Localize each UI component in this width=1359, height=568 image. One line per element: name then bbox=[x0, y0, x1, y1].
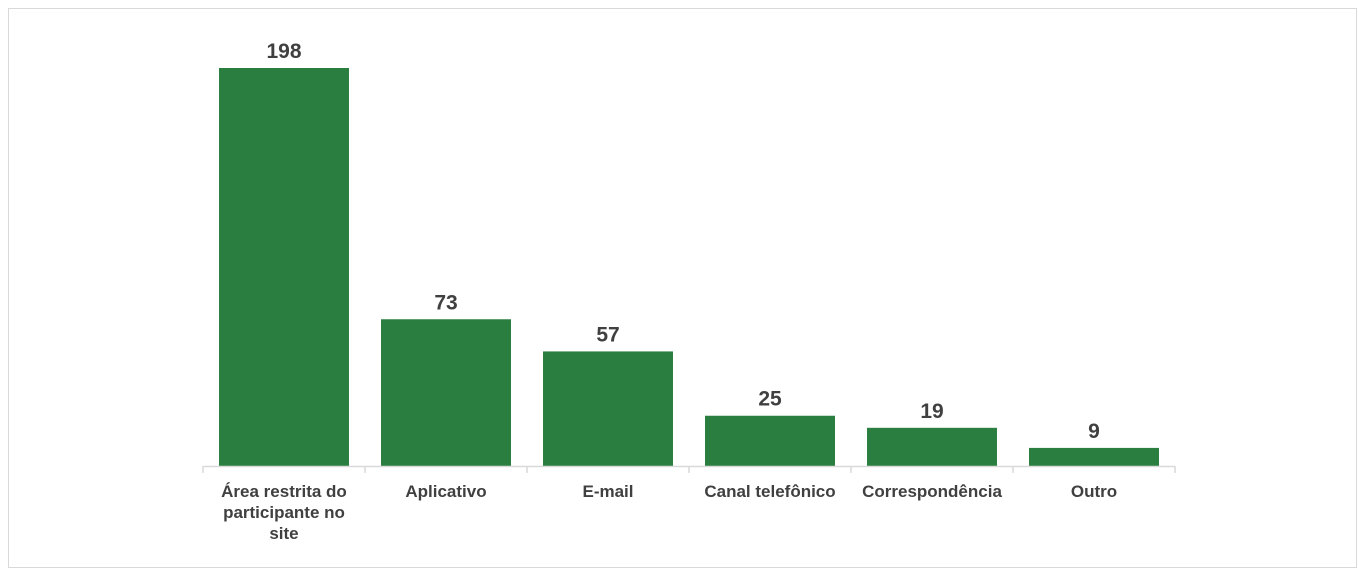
x-axis bbox=[202, 465, 1176, 473]
data-label: 73 bbox=[434, 291, 457, 314]
category-label: Outro bbox=[1071, 482, 1117, 501]
bar bbox=[381, 319, 511, 466]
data-label: 25 bbox=[758, 388, 782, 411]
bar bbox=[1029, 447, 1159, 466]
bar-chart: 198 73 57 25 19 9 Área restrita do participant… bbox=[202, 40, 1176, 543]
value-labels-group: 198 73 57 25 19 9 bbox=[266, 40, 1099, 443]
bar bbox=[867, 427, 997, 466]
bars-group bbox=[219, 68, 1159, 466]
bar bbox=[543, 351, 673, 466]
category-label: Área restrita do participante no site bbox=[221, 482, 347, 543]
category-label: Canal telefônico bbox=[704, 482, 835, 501]
category-label: Correspondência bbox=[862, 482, 1002, 501]
bar bbox=[705, 415, 835, 466]
data-label: 9 bbox=[1088, 420, 1100, 443]
category-labels-group: Área restrita do participante no site Aplic… bbox=[221, 482, 1117, 543]
category-label: Aplicativo bbox=[405, 482, 486, 501]
data-label: 19 bbox=[920, 400, 943, 423]
data-label: 198 bbox=[266, 40, 301, 63]
bar bbox=[219, 68, 349, 466]
data-label: 57 bbox=[596, 323, 619, 346]
category-label: E-mail bbox=[582, 482, 633, 501]
